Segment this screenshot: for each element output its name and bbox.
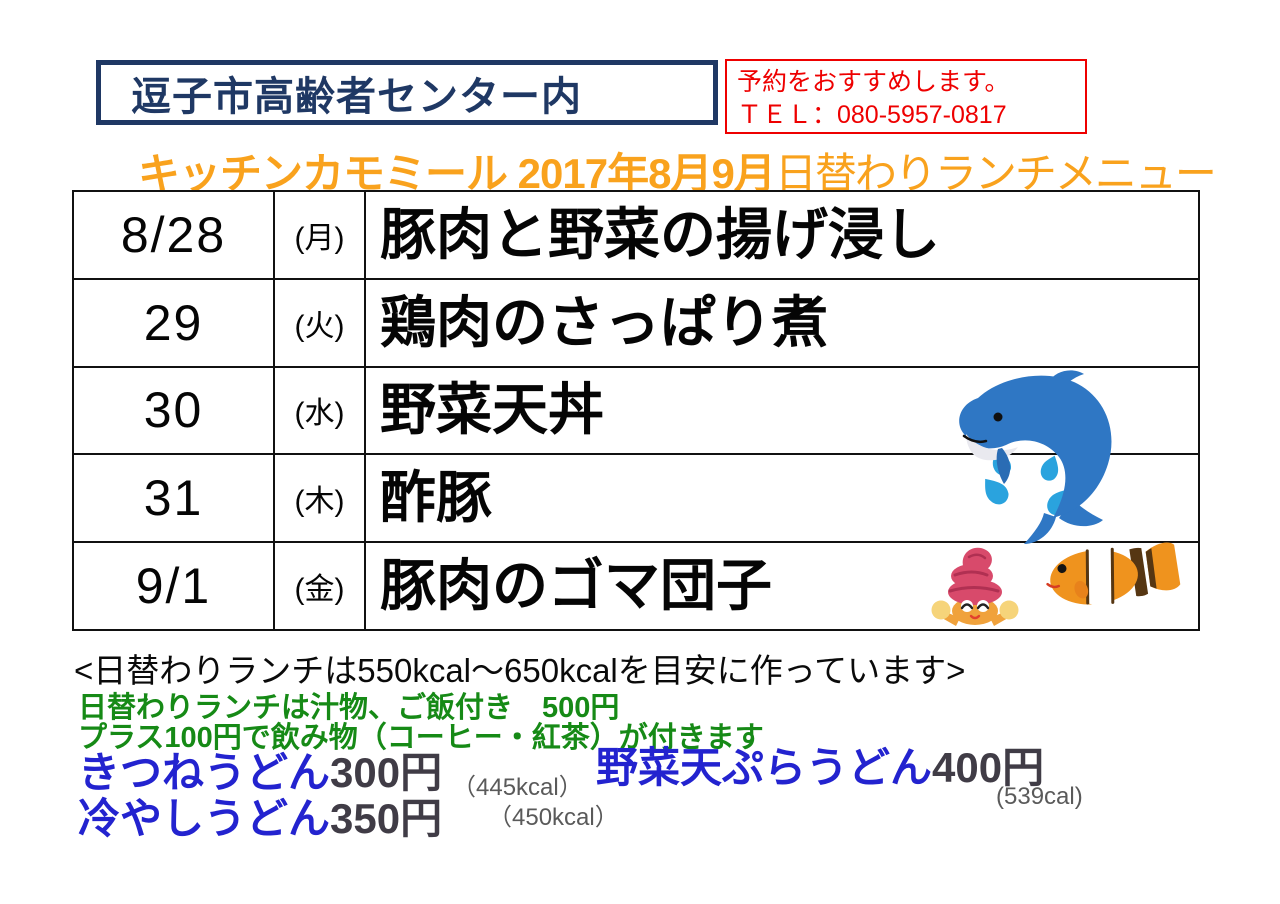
daily-lunch-table: 8/28 (月) 豚肉と野菜の揚げ浸し 29 (火) 鶏肉のさっぱり煮 30 (…: [72, 190, 1200, 631]
day-cell: (水): [273, 365, 366, 456]
udon-price: 400円: [932, 744, 1045, 791]
drink-option-note: プラス100円で飲み物（コーヒー・紅茶）が付きます: [78, 722, 764, 754]
table-row: 29 (火) 鶏肉のさっぱり煮: [72, 277, 1200, 368]
reservation-box: 予約をおすすめします。 ＴＥＬ：080-5957-0817: [725, 59, 1087, 134]
day-cell: (月): [273, 190, 366, 280]
date-cell: 31: [72, 453, 275, 544]
day-cell: (火): [273, 277, 366, 368]
table-row: 31 (木) 酢豚: [72, 453, 1200, 544]
dish-cell: 豚肉のゴマ団子: [364, 541, 1200, 631]
udon-kcal: (539cal): [996, 783, 1083, 810]
date-cell: 29: [72, 277, 275, 368]
udon-item-hiyashi: 冷やしうどん350円: [78, 798, 442, 840]
date-cell: 9/1: [72, 541, 275, 631]
lunch-includes-note: 日替わりランチは汁物、ご飯付き 500円: [78, 692, 620, 724]
udon-item-yasai-tempura: 野菜天ぷらうどん400円: [596, 747, 1044, 789]
page-title: キッチンカモミール 2017年8月9月 日替わりランチメニュー: [138, 140, 1217, 201]
date-cell: 8/28: [72, 190, 275, 280]
udon-kcal: （445kcal）: [452, 774, 583, 801]
reservation-phone: ＴＥＬ：080-5957-0817: [737, 101, 1007, 129]
table-row: 9/1 (金) 豚肉のゴマ団子: [72, 541, 1200, 631]
udon-name: 野菜天ぷらうどん: [596, 744, 933, 791]
kcal-guideline-note: <日替わりランチは550kcal～650kcalを目安に作っています>: [74, 652, 966, 689]
facility-name: 逗子市高齢者センター内: [131, 74, 582, 119]
udon-kcal: （450kcal）: [488, 804, 619, 831]
dish-cell: 鶏肉のさっぱり煮: [364, 277, 1200, 368]
day-cell: (木): [273, 453, 366, 544]
dish-cell: 野菜天丼: [364, 365, 1200, 456]
udon-name: きつねうどん: [78, 749, 331, 796]
reservation-note: 予約をおすすめします。: [737, 68, 1010, 96]
dish-cell: 豚肉と野菜の揚げ浸し: [364, 190, 1200, 280]
date-cell: 30: [72, 365, 275, 456]
day-cell: (金): [273, 541, 366, 631]
title-brand-dates: キッチンカモミール 2017年8月9月: [138, 150, 776, 197]
facility-name-box: 逗子市高齢者センター内: [96, 60, 718, 125]
udon-name: 冷やしうどん: [78, 795, 331, 842]
udon-price: 350円: [330, 795, 443, 842]
dish-cell: 酢豚: [364, 453, 1200, 544]
udon-item-kitsune: きつねうどん300円: [78, 752, 442, 794]
table-row: 30 (水) 野菜天丼: [72, 365, 1200, 456]
table-row: 8/28 (月) 豚肉と野菜の揚げ浸し: [72, 190, 1200, 280]
title-suffix: 日替わりランチメニュー: [774, 150, 1217, 197]
udon-price: 300円: [330, 749, 443, 796]
